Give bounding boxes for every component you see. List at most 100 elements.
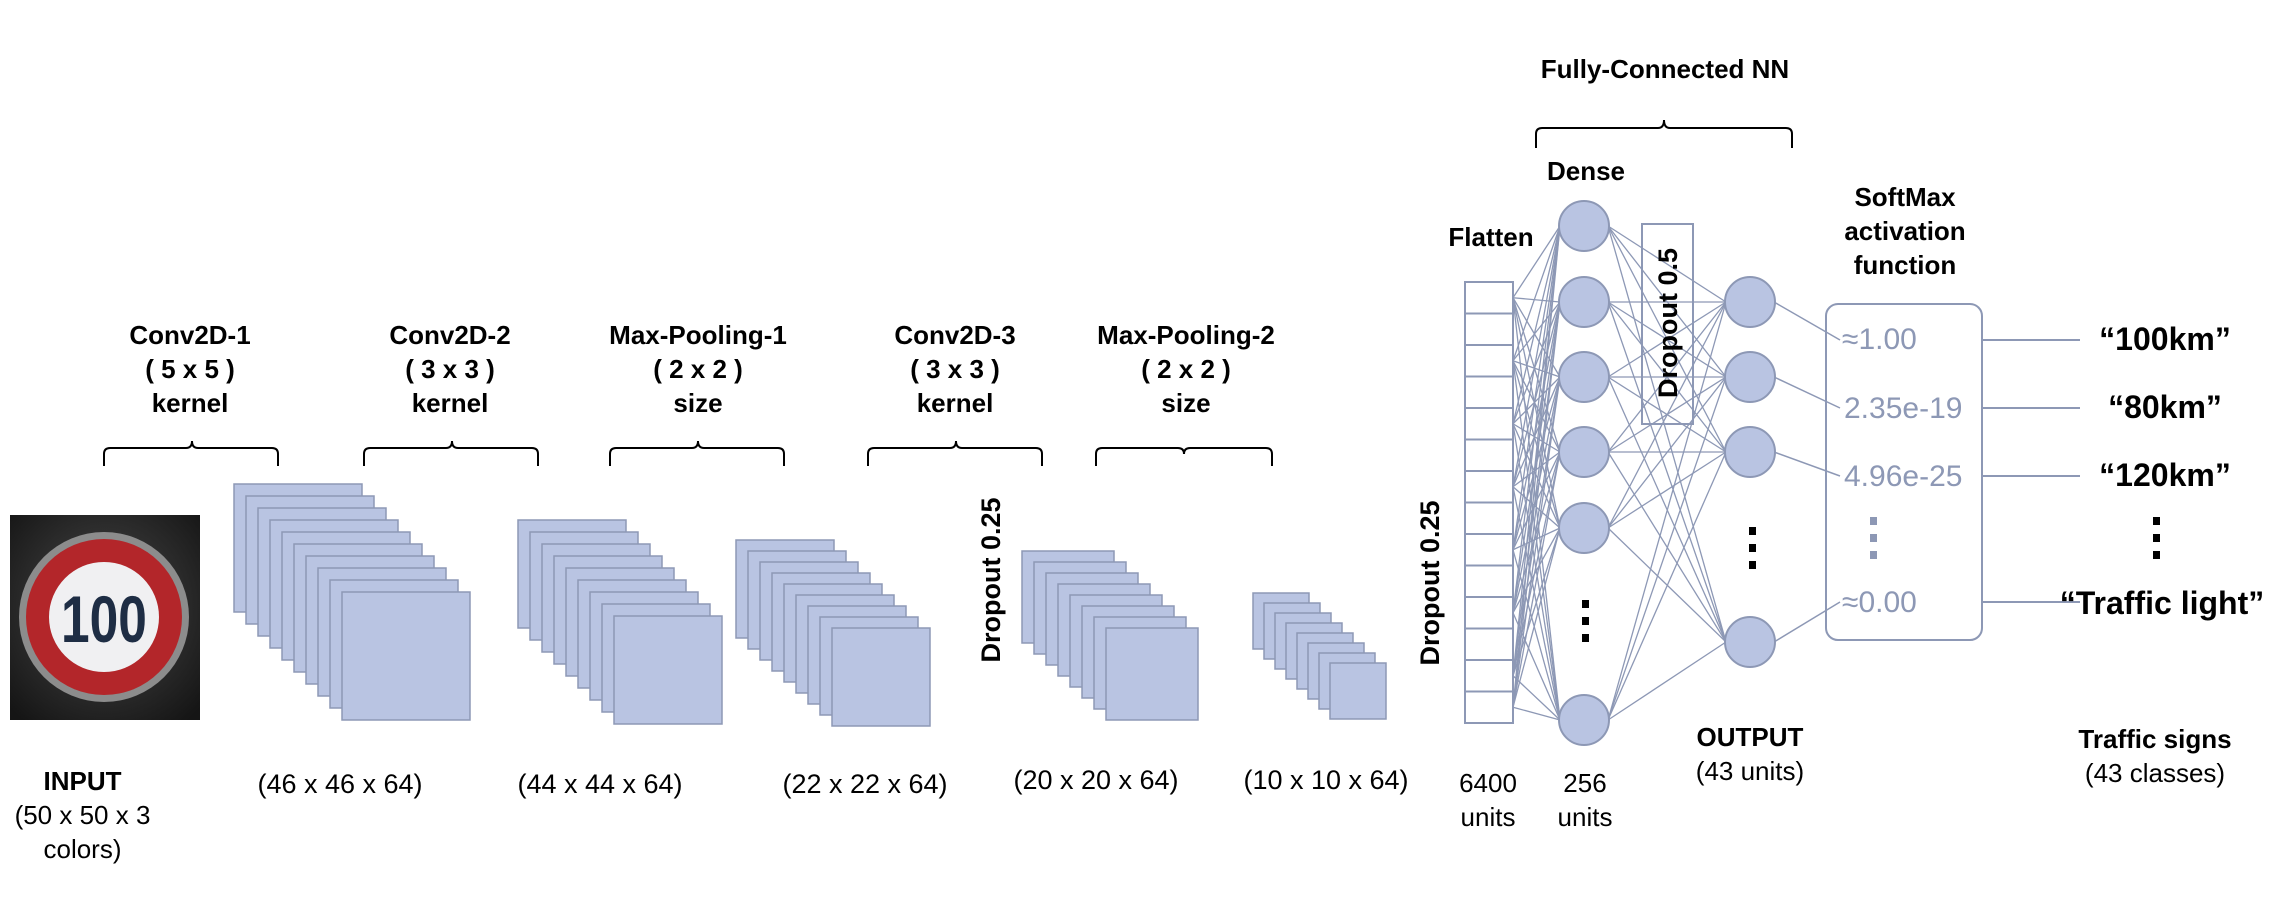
dropout-label-1: Dropout 0.25 (976, 497, 1006, 663)
dense-neuron (1558, 502, 1610, 554)
feature-map-stacks (233, 483, 1387, 727)
output-neuron (1724, 276, 1776, 328)
stage-param: ( 2 x 2 ) (1141, 354, 1231, 384)
input-title: INPUT (43, 766, 122, 796)
dense-neuron (1558, 426, 1610, 478)
connection (1512, 423, 1561, 529)
sign-number: 100 (61, 582, 147, 657)
stage-label-maxpool-2: Max-Pooling-2 ( 2 x 2 ) size (1066, 318, 1306, 420)
softmax-title-1: SoftMax (1854, 182, 1956, 212)
dims-maxpool-1: (22 x 22 x 64) (782, 769, 948, 799)
output-title: OUTPUT (1696, 722, 1804, 752)
connection (1512, 297, 1561, 529)
class-connector-lines (1982, 339, 2080, 603)
neurons (1558, 200, 1776, 746)
dims-maxpool-2: (10 x 10 x 64) (1243, 765, 1409, 795)
classes-title: Traffic signs (2078, 724, 2232, 754)
flatten-units: 6400 units (1438, 766, 1538, 834)
flatten-cell (1464, 375, 1514, 409)
connection (1607, 451, 1727, 529)
dropout-label-2: Dropout 0.25 (1415, 500, 1445, 666)
flatten-column (1464, 281, 1514, 724)
connection (1512, 225, 1561, 299)
connection (1607, 301, 1727, 453)
input-caption: INPUT (50 x 50 x 3 colors) (0, 764, 165, 866)
connection (1607, 451, 1727, 721)
connection (1512, 360, 1561, 453)
connection (1512, 486, 1561, 721)
connection (1607, 225, 1727, 303)
flatten-cell (1464, 344, 1514, 378)
output-caption: OUTPUT (43 units) (1660, 720, 1840, 788)
connection (1512, 225, 1561, 550)
flatten-cell (1464, 533, 1514, 567)
output-neuron (1724, 426, 1776, 478)
connection (1512, 301, 1561, 362)
connection (1512, 376, 1561, 550)
softmax-title-2: activation (1844, 216, 1966, 246)
stage-label-conv2d-2: Conv2D-2 ( 3 x 3 ) kernel (350, 318, 550, 420)
connection-lines (1512, 225, 1841, 721)
flatten-units-count: 6400 (1459, 768, 1517, 798)
dropout-label-3: Dropout 0.5 (1653, 248, 1683, 399)
feature-map (1105, 627, 1199, 721)
flatten-cell (1464, 470, 1514, 504)
flatten-label: Flatten (1448, 222, 1534, 252)
flatten-cell (1464, 501, 1514, 535)
flatten-cell (1464, 596, 1514, 630)
connection (1607, 301, 1727, 721)
stage-param: ( 5 x 5 ) (145, 354, 235, 384)
flatten-cell (1464, 312, 1514, 346)
flatten-cell (1464, 627, 1514, 661)
connection (1773, 376, 1841, 409)
stage-label-conv2d-1: Conv2D-1 ( 5 x 5 ) kernel (90, 318, 290, 420)
connection (1512, 451, 1561, 708)
dense-label: Dense (1546, 156, 1626, 186)
dense-units: 256 units (1535, 766, 1635, 834)
stage-label-maxpool-1: Max-Pooling-1 ( 2 x 2 ) size (578, 318, 818, 420)
stage-unit: kernel (151, 388, 229, 418)
classes-ellipsis (2153, 517, 2160, 568)
softmax-value-1: ≈1.00 (1842, 323, 1917, 356)
input-dims-line1: (50 x 50 x 3 (14, 800, 151, 830)
flatten-cell (1464, 281, 1514, 315)
brace-conv2d-3 (867, 440, 1043, 466)
dropout-0.5-box (1641, 223, 1694, 425)
connection (1512, 451, 1561, 551)
connection (1607, 376, 1727, 721)
brace-conv2d-2 (363, 440, 539, 466)
stage-braces (103, 119, 1793, 466)
stack-conv2d-2 (517, 519, 723, 725)
stage-unit: kernel (916, 388, 994, 418)
flatten-cell (1464, 407, 1514, 441)
softmax-value-3: 4.96e-25 (1844, 460, 1963, 493)
stack-maxpool-1 (735, 539, 931, 727)
feature-map (831, 627, 931, 727)
connection (1607, 301, 1727, 529)
flatten-cell (1464, 564, 1514, 598)
connection (1512, 297, 1561, 453)
connection (1607, 641, 1727, 721)
connection (1512, 423, 1561, 721)
stage-unit: size (1161, 388, 1211, 418)
class-label-4: “Traffic light” (2059, 585, 2265, 621)
dense-units-count: 256 (1563, 768, 1607, 798)
flatten-cell (1464, 690, 1514, 724)
connection (1512, 675, 1561, 721)
stage-unit: kernel (411, 388, 489, 418)
flatten-cell (1464, 438, 1514, 472)
connection (1512, 360, 1561, 529)
connection (1512, 612, 1561, 721)
feature-map (341, 591, 471, 721)
stage-name: Max-Pooling-1 (609, 320, 787, 350)
connection (1773, 601, 1841, 643)
dense-neuron (1558, 351, 1610, 403)
connection (1773, 301, 1841, 341)
connection (1512, 360, 1561, 721)
softmax-value-2: 2.35e-19 (1844, 392, 1963, 425)
feature-map (613, 615, 723, 725)
stage-name: Max-Pooling-2 (1097, 320, 1275, 350)
connection (1512, 451, 1561, 488)
stage-param: ( 2 x 2 ) (653, 354, 743, 384)
